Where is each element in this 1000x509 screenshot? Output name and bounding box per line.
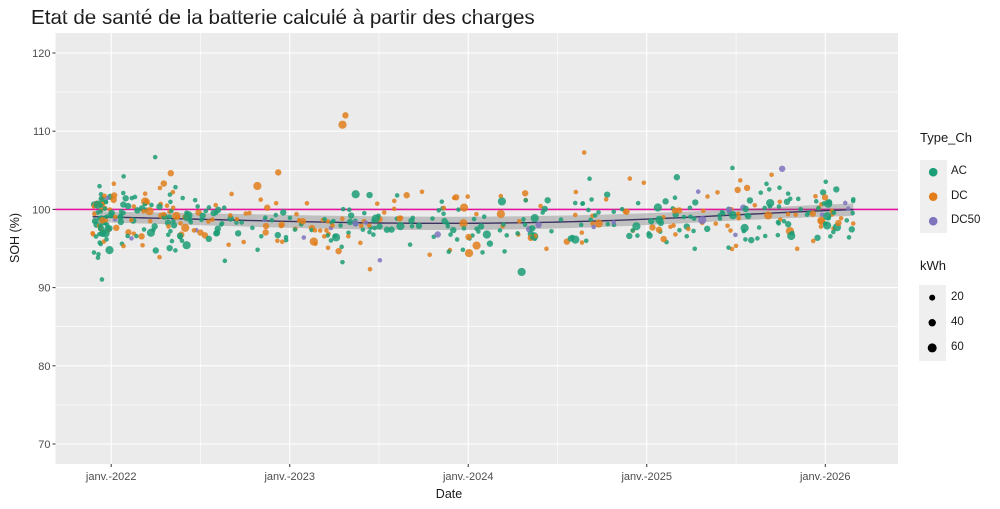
svg-text:100: 100 [32,204,50,216]
svg-text:90: 90 [38,283,50,295]
svg-text:janv.-2023: janv.-2023 [263,471,315,483]
svg-text:janv.-2024: janv.-2024 [442,471,494,483]
svg-text:janv.-2026: janv.-2026 [799,471,851,483]
svg-text:janv.-2022: janv.-2022 [85,471,137,483]
svg-text:janv.-2025: janv.-2025 [620,471,672,483]
svg-text:120: 120 [32,48,50,60]
svg-text:70: 70 [38,439,50,451]
svg-text:110: 110 [33,126,51,138]
svg-text:80: 80 [38,361,50,373]
